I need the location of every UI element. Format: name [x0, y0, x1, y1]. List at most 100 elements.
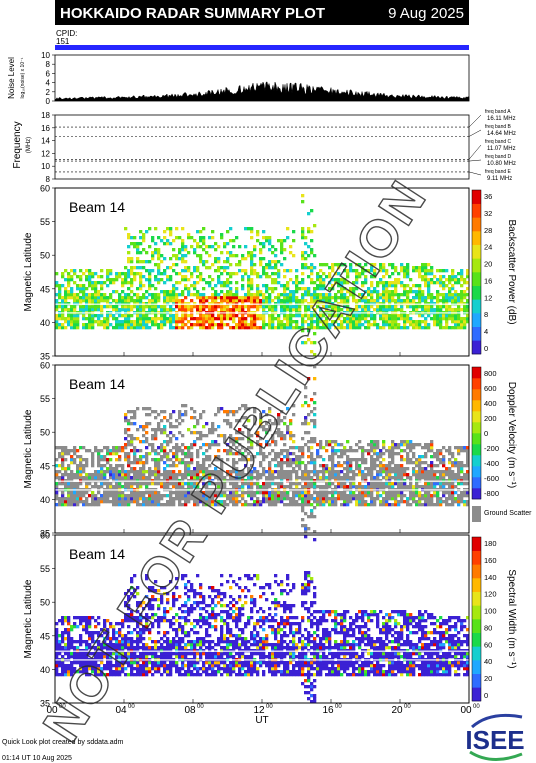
data-cell — [61, 622, 65, 626]
data-cell — [64, 482, 68, 486]
data-cell — [163, 410, 167, 414]
data-cell — [55, 637, 59, 641]
data-cell — [463, 308, 467, 312]
data-cell — [283, 473, 287, 477]
data-cell — [91, 293, 95, 297]
data-cell — [106, 458, 110, 462]
data-cell — [88, 278, 92, 282]
data-cell — [130, 434, 134, 438]
data-cell — [439, 470, 443, 474]
data-cell — [73, 622, 77, 626]
data-cell — [451, 317, 455, 321]
data-cell — [205, 305, 209, 309]
data-cell — [466, 458, 470, 462]
data-cell — [433, 494, 437, 498]
data-cell — [448, 308, 452, 312]
data-cell — [70, 293, 74, 297]
data-cell — [280, 485, 284, 489]
data-cell — [190, 293, 194, 297]
data-cell — [406, 461, 410, 465]
data-cell — [187, 428, 191, 432]
data-cell — [115, 494, 119, 498]
data-cell — [322, 263, 326, 267]
data-cell — [310, 515, 314, 519]
data-cell — [454, 446, 458, 450]
data-cell — [274, 305, 278, 309]
data-cell — [451, 308, 455, 312]
data-cell — [334, 326, 338, 330]
data-cell — [88, 673, 92, 677]
data-cell — [157, 497, 161, 501]
data-cell — [385, 296, 389, 300]
data-cell — [244, 320, 248, 324]
data-cell — [436, 470, 440, 474]
data-cell — [406, 275, 410, 279]
data-cell — [256, 470, 260, 474]
data-cell — [421, 326, 425, 330]
data-cell — [286, 287, 290, 291]
data-cell — [355, 308, 359, 312]
data-cell — [169, 500, 173, 504]
data-cell — [442, 326, 446, 330]
data-cell — [217, 449, 221, 453]
data-cell — [238, 308, 242, 312]
data-cell — [418, 503, 422, 507]
data-cell — [289, 278, 293, 282]
data-cell — [238, 431, 242, 435]
data-cell — [403, 458, 407, 462]
data-cell — [160, 308, 164, 312]
data-cell — [106, 284, 110, 288]
data-cell — [448, 482, 452, 486]
data-cell — [130, 467, 134, 471]
data-cell — [277, 500, 281, 504]
data-cell — [367, 320, 371, 324]
data-cell — [64, 296, 68, 300]
data-cell — [460, 497, 464, 501]
data-cell — [115, 278, 119, 282]
data-cell — [148, 497, 152, 501]
data-cell — [454, 491, 458, 495]
data-cell — [232, 308, 236, 312]
data-cell — [154, 464, 158, 468]
data-cell — [436, 455, 440, 459]
data-cell — [64, 317, 68, 321]
data-cell — [301, 494, 305, 498]
data-cell — [112, 643, 116, 647]
data-cell — [58, 287, 62, 291]
data-cell — [238, 470, 242, 474]
data-cell — [292, 470, 296, 474]
data-cell — [61, 317, 65, 321]
data-cell — [292, 299, 296, 303]
data-cell — [262, 491, 266, 495]
data-cell — [220, 299, 224, 303]
data-cell — [403, 326, 407, 330]
data-cell — [247, 281, 251, 285]
data-cell — [235, 494, 239, 498]
data-cell — [346, 290, 350, 294]
data-cell — [223, 284, 227, 288]
data-cell — [154, 437, 158, 441]
data-cell — [352, 458, 356, 462]
data-cell — [196, 494, 200, 498]
data-cell — [130, 443, 134, 447]
data-cell — [331, 467, 335, 471]
data-cell — [58, 476, 62, 480]
data-cell — [367, 269, 371, 273]
data-cell — [67, 278, 71, 282]
data-cell — [160, 443, 164, 447]
data-cell — [358, 263, 362, 267]
data-cell — [286, 455, 290, 459]
data-cell — [73, 652, 77, 656]
data-cell — [85, 619, 89, 623]
data-cell — [301, 452, 305, 456]
data-cell — [385, 284, 389, 288]
data-cell — [352, 497, 356, 501]
data-cell — [91, 296, 95, 300]
data-cell — [142, 296, 146, 300]
data-cell — [169, 317, 173, 321]
data-cell — [376, 323, 380, 327]
data-cell — [226, 413, 230, 417]
data-cell — [109, 637, 113, 641]
data-cell — [172, 296, 176, 300]
